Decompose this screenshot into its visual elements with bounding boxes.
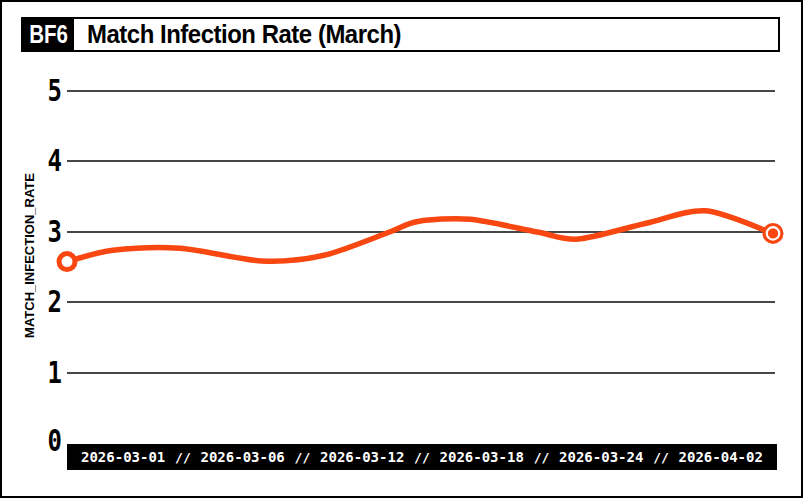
x-tick-separator: // xyxy=(534,450,550,465)
x-axis-bar: 2026-03-01 // 2026-03-06 // 2026-03-12 /… xyxy=(67,444,777,470)
start-point-marker xyxy=(59,254,75,270)
infection-rate-line xyxy=(67,211,773,262)
x-tick-label-0: 2026-03-01 xyxy=(81,449,165,465)
x-tick-separator: // xyxy=(414,450,430,465)
x-tick-label-4: 2026-03-24 xyxy=(559,449,643,465)
chart-panel: BF6 Match Infection Rate (March) MATCH_I… xyxy=(0,0,803,498)
x-tick-label-5: 2026-04-02 xyxy=(679,449,763,465)
x-tick-label-1: 2026-03-06 xyxy=(201,449,285,465)
x-tick-label-3: 2026-03-18 xyxy=(440,449,524,465)
x-tick-separator: // xyxy=(653,450,669,465)
x-tick-separator: // xyxy=(175,450,191,465)
x-tick-separator: // xyxy=(295,450,311,465)
plot-svg xyxy=(0,0,803,498)
x-tick-label-2: 2026-03-12 xyxy=(320,449,404,465)
